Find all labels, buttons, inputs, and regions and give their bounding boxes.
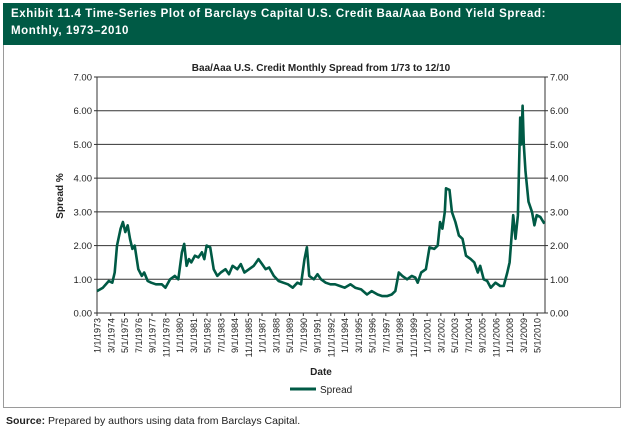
x-tick-label: 9/1/1977 <box>148 318 158 353</box>
x-tick-label: 5/1/1996 <box>368 318 378 353</box>
x-tick-label: 11/1/1992 <box>326 318 336 357</box>
x-tick-label: 1/1/2001 <box>423 318 433 353</box>
axes <box>94 76 548 316</box>
exhibit-header: Exhibit 11.4 Time-Series Plot of Barclay… <box>3 3 621 45</box>
y-tick-label: 3.00 <box>74 207 93 218</box>
source-note: Source: Prepared by authors using data f… <box>6 415 300 427</box>
y-tick-label: 1.00 <box>74 275 93 286</box>
gridlines <box>97 76 545 280</box>
x-tick-label: 9/1/2005 <box>478 318 488 353</box>
y-tick-labels-left: 0.00 1.00 2.00 3.00 4.00 5.00 6.00 7.00 <box>74 73 93 320</box>
x-tick-label: 3/1/1974 <box>106 318 116 353</box>
x-tick-label: 7/1/1976 <box>134 318 144 353</box>
x-tick-label: 9/1/1984 <box>230 318 240 353</box>
y-tick-label: 7.00 <box>74 73 93 84</box>
x-tick-label: 1/1/1987 <box>258 318 268 353</box>
y-tick-label: 4.00 <box>74 174 93 185</box>
x-tick-label: 5/1/1989 <box>285 318 295 353</box>
y-tick-label: 6.00 <box>550 106 569 117</box>
x-tick-label: 11/1/1978 <box>161 318 171 357</box>
x-tick-label: 5/1/2003 <box>450 318 460 353</box>
source-label: Source: <box>6 415 46 427</box>
x-tick-label: 3/1/1995 <box>354 318 364 353</box>
exhibit-title-line2: Monthly, 1973–2010 <box>11 25 129 37</box>
y-tick-label: 1.00 <box>550 275 569 286</box>
y-tick-labels-right: 0.00 1.00 2.00 3.00 4.00 5.00 6.00 7.00 <box>550 73 569 320</box>
chart-title: Baa/Aaa U.S. Credit Monthly Spread from … <box>192 63 451 74</box>
y-tick-label: 2.00 <box>74 241 93 252</box>
x-tick-labels: 1/1/1973 3/1/1974 5/1/1975 7/1/1976 9/1/1977… <box>93 318 543 357</box>
y-tick-label: 4.00 <box>550 174 569 185</box>
y-tick-label: 6.00 <box>74 106 93 117</box>
x-tick-label: 5/1/1975 <box>120 318 130 353</box>
x-tick-label: 3/1/2002 <box>436 318 446 353</box>
y-axis-label: Spread % <box>55 173 66 219</box>
x-tick-label: 11/1/1985 <box>244 318 254 357</box>
x-tick-label: 1/1/1980 <box>175 318 185 353</box>
y-tick-label: 7.00 <box>550 73 569 84</box>
x-tick-label: 7/1/2004 <box>464 318 474 353</box>
y-tick-label: 5.00 <box>74 140 93 151</box>
x-tick-label: 3/1/2009 <box>519 318 529 353</box>
x-tick-label: 7/1/1990 <box>299 318 309 353</box>
x-tick-label: 1/1/1994 <box>340 318 350 353</box>
y-tick-label: 5.00 <box>550 140 569 151</box>
x-tick-label: 1/1/1973 <box>93 318 103 353</box>
y-tick-label: 3.00 <box>550 207 569 218</box>
x-tick-label: 7/1/1997 <box>381 318 391 353</box>
source-text: Prepared by authors using data from Barc… <box>48 415 301 427</box>
x-tick-label: 9/1/1991 <box>313 318 323 353</box>
y-tick-label: 0.00 <box>550 309 569 320</box>
y-tick-label: 2.00 <box>550 241 569 252</box>
x-tick-label: 5/1/1982 <box>203 318 213 353</box>
x-tick-label: 7/1/1983 <box>216 318 226 353</box>
x-tick-label: 3/1/1988 <box>271 318 281 353</box>
series-line-spread <box>96 104 546 298</box>
x-tick-label: 3/1/1981 <box>189 318 199 353</box>
exhibit-title-line1: Exhibit 11.4 Time-Series Plot of Barclay… <box>11 8 547 20</box>
x-tick-label: 9/1/1998 <box>395 318 405 353</box>
x-tick-label: 1/1/2008 <box>505 318 515 353</box>
legend-label-spread: Spread <box>320 385 352 396</box>
chart-frame <box>3 45 621 408</box>
x-tick-label: 5/1/2010 <box>533 318 543 353</box>
x-tick-label: 11/1/2006 <box>491 318 501 357</box>
x-axis-label: Date <box>310 367 332 378</box>
y-tick-label: 0.00 <box>74 309 93 320</box>
x-tick-label: 11/1/1999 <box>409 318 419 357</box>
